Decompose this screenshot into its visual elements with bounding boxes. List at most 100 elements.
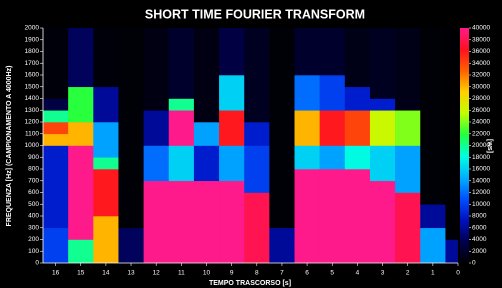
heatmap-cell bbox=[244, 228, 269, 240]
heatmap-cell bbox=[320, 63, 345, 75]
heatmap-cell bbox=[370, 193, 395, 205]
heatmap-cell bbox=[244, 146, 269, 158]
heatmap-cell bbox=[320, 146, 345, 158]
heatmap-cell bbox=[395, 251, 420, 263]
colorbar-tick-label: 14000 bbox=[472, 177, 490, 184]
heatmap-cell bbox=[244, 63, 269, 75]
y-tick-label: 900 bbox=[28, 154, 39, 161]
heatmap-cell bbox=[194, 204, 219, 216]
heatmap-cell bbox=[370, 75, 395, 87]
heatmap-cell bbox=[269, 28, 294, 40]
heatmap-cell bbox=[68, 99, 93, 111]
heatmap-cell bbox=[395, 157, 420, 169]
heatmap-cell bbox=[194, 40, 219, 52]
heatmap-cell bbox=[320, 28, 345, 40]
heatmap-cell bbox=[244, 134, 269, 146]
heatmap-cell bbox=[345, 63, 370, 75]
heatmap-cell bbox=[93, 40, 118, 52]
heatmap-cell bbox=[345, 99, 370, 111]
heatmap-cell bbox=[219, 169, 244, 181]
y-tick-label: 1600 bbox=[25, 72, 40, 79]
heatmap-cell bbox=[269, 63, 294, 75]
y-tick-label: 1000 bbox=[25, 142, 40, 149]
heatmap-cell bbox=[370, 240, 395, 252]
colorbar-tick-label: 6000 bbox=[472, 224, 487, 231]
heatmap-cell bbox=[320, 75, 345, 87]
heatmap-cell bbox=[295, 240, 320, 252]
heatmap-cell bbox=[320, 134, 345, 146]
heatmap-cell bbox=[93, 99, 118, 111]
heatmap-cell bbox=[169, 134, 194, 146]
heatmap-cell bbox=[345, 181, 370, 193]
heatmap-cell bbox=[420, 181, 445, 193]
heatmap-cell bbox=[194, 110, 219, 122]
heatmap-cell bbox=[144, 146, 169, 158]
heatmap-cell bbox=[420, 216, 445, 228]
heatmap-cell bbox=[269, 240, 294, 252]
colorbar-tick-label: 10000 bbox=[472, 201, 490, 208]
heatmap-cell bbox=[219, 251, 244, 263]
heatmap-cell bbox=[169, 52, 194, 64]
y-tick-label: 0 bbox=[35, 260, 39, 267]
heatmap-cell bbox=[144, 87, 169, 99]
heatmap-cell bbox=[118, 216, 143, 228]
x-tick-label: 8 bbox=[255, 270, 259, 277]
heatmap-cell bbox=[68, 157, 93, 169]
heatmap-cell bbox=[43, 157, 68, 169]
x-tick-label: 11 bbox=[178, 270, 185, 277]
heatmap-cell bbox=[68, 216, 93, 228]
heatmap-cell bbox=[93, 146, 118, 158]
heatmap-cell bbox=[194, 240, 219, 252]
heatmap-cell bbox=[244, 122, 269, 134]
heatmap-cell bbox=[244, 216, 269, 228]
heatmap-cell bbox=[269, 251, 294, 263]
heatmap-cell bbox=[370, 251, 395, 263]
heatmap-cell bbox=[295, 146, 320, 158]
heatmap-cell bbox=[395, 110, 420, 122]
heatmap-cell bbox=[320, 157, 345, 169]
colorbar-tick-label: 32000 bbox=[472, 72, 490, 79]
heatmap-cell bbox=[244, 28, 269, 40]
heatmap-cell bbox=[144, 204, 169, 216]
heatmap-cell bbox=[370, 40, 395, 52]
heatmap-cell bbox=[194, 228, 219, 240]
heatmap-cell bbox=[118, 52, 143, 64]
heatmap-cell bbox=[43, 75, 68, 87]
heatmap-cell bbox=[420, 75, 445, 87]
colorbar-tick-label: 38000 bbox=[472, 36, 490, 43]
heatmap-cell bbox=[43, 146, 68, 158]
heatmap-cell bbox=[370, 122, 395, 134]
heatmap-cell bbox=[93, 204, 118, 216]
heatmap-cell bbox=[219, 52, 244, 64]
heatmap-cell bbox=[118, 122, 143, 134]
heatmap-cell bbox=[194, 251, 219, 263]
heatmap-cell bbox=[269, 181, 294, 193]
colorbar-tick-label: 0 bbox=[472, 260, 476, 267]
colorbar-tick-label: 28000 bbox=[472, 95, 490, 102]
heatmap-cell bbox=[420, 99, 445, 111]
heatmap-cell bbox=[68, 122, 93, 134]
heatmap-cell bbox=[68, 75, 93, 87]
heatmap-cell bbox=[68, 240, 93, 252]
heatmap-cell bbox=[93, 134, 118, 146]
x-tick-label: 16 bbox=[52, 270, 60, 277]
colorbar bbox=[460, 28, 469, 263]
heatmap-cell bbox=[118, 240, 143, 252]
heatmap-cell bbox=[169, 216, 194, 228]
heatmap-cell bbox=[93, 28, 118, 40]
y-tick-label: 1800 bbox=[25, 48, 40, 55]
heatmap-cell bbox=[320, 110, 345, 122]
x-tick-label: 7 bbox=[280, 270, 284, 277]
heatmap-cell bbox=[169, 122, 194, 134]
heatmap-cell bbox=[68, 204, 93, 216]
heatmap-cell bbox=[194, 193, 219, 205]
heatmap-cell bbox=[244, 87, 269, 99]
heatmap-cell bbox=[370, 216, 395, 228]
heatmap-cell bbox=[68, 134, 93, 146]
colorbar-tick-label: 34000 bbox=[472, 60, 490, 67]
heatmap-cell bbox=[219, 216, 244, 228]
heatmap-cell bbox=[320, 40, 345, 52]
y-tick-label: 800 bbox=[28, 166, 39, 173]
heatmap-cell bbox=[269, 110, 294, 122]
heatmap-cell bbox=[93, 181, 118, 193]
